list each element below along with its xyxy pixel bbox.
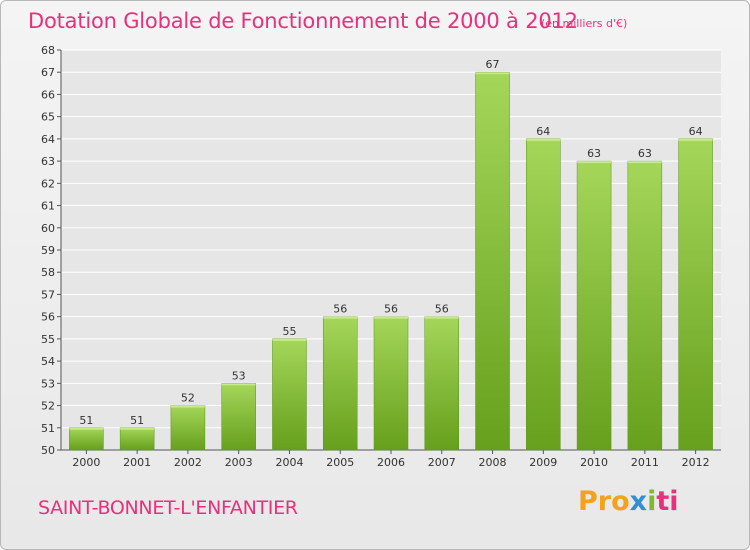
bar-2011 bbox=[627, 160, 663, 451]
data-label-2000: 51 bbox=[79, 414, 93, 427]
x-tick-label-2001: 2001 bbox=[123, 456, 151, 469]
bar-highlight bbox=[221, 383, 256, 386]
y-tick-label: 56 bbox=[41, 311, 55, 324]
x-tick-label-2008: 2008 bbox=[479, 456, 507, 469]
logo-part-4: ti bbox=[656, 486, 679, 517]
data-label-2011: 63 bbox=[638, 147, 652, 160]
bar-2004 bbox=[272, 338, 307, 451]
bar-highlight bbox=[627, 161, 662, 164]
logo-part-1: Pro bbox=[578, 486, 630, 517]
bar-highlight bbox=[170, 405, 205, 408]
bar-highlight bbox=[120, 427, 155, 430]
bar-2006 bbox=[373, 316, 409, 451]
data-label-2003: 53 bbox=[232, 369, 246, 382]
data-label-2008: 67 bbox=[486, 58, 500, 71]
y-tick-label: 64 bbox=[41, 133, 55, 146]
y-tick-label: 66 bbox=[41, 88, 55, 101]
data-label-2005: 56 bbox=[333, 303, 347, 316]
x-tick-label-2002: 2002 bbox=[174, 456, 202, 469]
x-tick-label-2009: 2009 bbox=[529, 456, 557, 469]
y-tick-label: 63 bbox=[41, 155, 55, 168]
y-tick-label: 60 bbox=[41, 222, 55, 235]
chart-title: Dotation Globale de Fonctionnement de 20… bbox=[28, 9, 578, 33]
y-tick-label: 55 bbox=[41, 333, 55, 346]
y-tick-label: 67 bbox=[41, 66, 55, 79]
data-label-2004: 55 bbox=[282, 325, 296, 338]
bar-2005 bbox=[322, 316, 358, 451]
y-tick-label: 53 bbox=[41, 377, 55, 390]
y-tick-label: 68 bbox=[41, 44, 55, 57]
x-tick-label-2005: 2005 bbox=[326, 456, 354, 469]
y-tick-label: 51 bbox=[41, 422, 55, 435]
chart-unit: (en milliers d'€) bbox=[541, 17, 628, 30]
x-tick-label-2006: 2006 bbox=[377, 456, 405, 469]
bar-highlight bbox=[526, 138, 561, 141]
y-tick-label: 52 bbox=[41, 400, 55, 413]
bar-highlight bbox=[374, 316, 408, 319]
data-labels: 51 51 52 53 55 56 56 56 67 64 63 63 64 bbox=[79, 58, 702, 427]
y-tick-label: 62 bbox=[41, 177, 55, 190]
bars bbox=[69, 71, 713, 451]
x-tick-label-2010: 2010 bbox=[580, 456, 608, 469]
data-label-2010: 63 bbox=[587, 147, 601, 160]
x-tick-label-2007: 2007 bbox=[428, 456, 456, 469]
bar-2000 bbox=[69, 427, 104, 451]
y-tick-label: 61 bbox=[41, 200, 55, 213]
bar-highlight bbox=[323, 316, 358, 319]
bar-2012 bbox=[678, 138, 713, 451]
bar-highlight bbox=[272, 338, 307, 341]
y-tick-label: 58 bbox=[41, 266, 55, 279]
data-label-2009: 64 bbox=[536, 125, 550, 138]
bar-2008 bbox=[475, 71, 510, 451]
bar-2002 bbox=[170, 405, 206, 451]
bar-highlight bbox=[678, 138, 713, 141]
y-tick-label: 54 bbox=[41, 355, 55, 368]
bar-2010 bbox=[576, 160, 612, 451]
x-tick-label-2000: 2000 bbox=[72, 456, 100, 469]
bar-2001 bbox=[119, 427, 155, 451]
bar-highlight bbox=[475, 72, 510, 75]
bar-highlight bbox=[424, 316, 459, 319]
x-tick-label-2004: 2004 bbox=[275, 456, 303, 469]
y-tick-label: 50 bbox=[41, 444, 55, 457]
logo-part-3: i bbox=[647, 486, 657, 517]
data-label-2002: 52 bbox=[181, 392, 195, 405]
proxiti-logo[interactable]: Proxiti bbox=[578, 486, 679, 517]
data-label-2001: 51 bbox=[130, 414, 144, 427]
bar-2009 bbox=[526, 138, 561, 451]
logo-part-2: x bbox=[629, 486, 648, 517]
data-label-2007: 56 bbox=[435, 303, 449, 316]
data-label-2006: 56 bbox=[384, 303, 398, 316]
x-tick-label-2003: 2003 bbox=[225, 456, 253, 469]
bar-2007 bbox=[424, 316, 460, 451]
y-tick-label: 57 bbox=[41, 288, 55, 301]
bar-2003 bbox=[221, 383, 256, 451]
commune-name: SAINT-BONNET-L'ENFANTIER bbox=[38, 497, 298, 519]
bar-highlight bbox=[69, 427, 104, 430]
x-tick-label-2012: 2012 bbox=[682, 456, 710, 469]
y-tick-label: 65 bbox=[41, 111, 55, 124]
y-tick-label: 59 bbox=[41, 244, 55, 257]
x-tick-label-2011: 2011 bbox=[631, 456, 659, 469]
data-label-2012: 64 bbox=[689, 125, 703, 138]
bar-highlight bbox=[577, 161, 612, 164]
